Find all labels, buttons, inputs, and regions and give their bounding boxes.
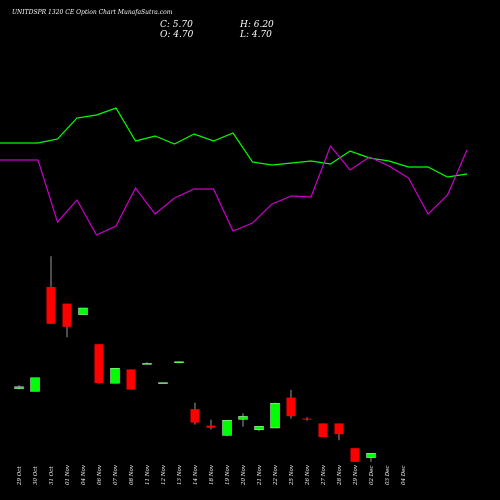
candle-body xyxy=(206,425,216,428)
magenta-line xyxy=(0,144,468,236)
candle-body xyxy=(158,382,168,384)
x-tick-label: 18 Nov xyxy=(209,464,215,485)
candle-body xyxy=(286,397,296,417)
x-tick-label: 31 Oct xyxy=(49,466,55,485)
x-tick-label: 26 Nov xyxy=(305,464,311,486)
candle-body xyxy=(302,418,312,420)
candle-body xyxy=(14,386,24,389)
x-tick-label: 13 Nov xyxy=(177,464,183,485)
low-value: L: 4.70 xyxy=(240,30,272,40)
close-value: C: 5.70 xyxy=(160,20,193,30)
candle-body xyxy=(94,344,104,383)
x-tick-label: 28 Nov xyxy=(337,464,343,486)
candle-body xyxy=(270,403,280,429)
x-tick-label: 22 Nov xyxy=(273,464,279,486)
x-tick-label: 20 Nov xyxy=(241,464,247,486)
high-value: H: 6.20 xyxy=(240,20,274,30)
x-tick-label: 29 Oct xyxy=(17,466,23,486)
x-tick-label: 04 Nov xyxy=(81,464,87,485)
candle-body xyxy=(62,303,72,327)
x-tick-label: 11 Nov xyxy=(145,464,151,485)
candle-body xyxy=(238,416,248,420)
candle-body xyxy=(110,368,120,384)
x-tick-label: 19 Nov xyxy=(225,464,231,485)
x-tick-label: 06 Nov xyxy=(97,464,103,485)
x-tick-label: 14 Nov xyxy=(193,464,199,485)
x-tick-label: 07 Nov xyxy=(113,464,119,485)
x-tick-label: 29 Nov xyxy=(353,464,359,486)
x-tick-label: 04 Dec xyxy=(401,466,407,486)
candle-body xyxy=(78,307,88,315)
candle-body xyxy=(318,423,328,437)
candle-body xyxy=(222,420,232,436)
candle-body xyxy=(366,453,376,458)
x-tick-label: 25 Nov xyxy=(289,464,295,486)
x-tick-label: 12 Nov xyxy=(161,464,167,485)
candle-body xyxy=(350,448,360,462)
candle-body xyxy=(174,361,184,363)
candle-body xyxy=(142,363,152,365)
x-tick-label: 08 Nov xyxy=(129,464,135,485)
x-tick-label: 01 Nov xyxy=(65,464,71,485)
candle-body xyxy=(190,409,200,423)
x-tick-label: 03 Dec xyxy=(385,466,391,486)
open-value: O: 4.70 xyxy=(160,30,194,40)
candle-body xyxy=(46,287,56,324)
x-tick-label: 27 Nov xyxy=(321,464,327,486)
green-line xyxy=(0,107,468,178)
x-tick-label: 21 Nov xyxy=(257,464,263,486)
x-tick-label: 02 Dec xyxy=(369,466,375,486)
chart-title: UNITDSPR 1320 CE Option Chart MunafaSutr… xyxy=(12,9,173,16)
candle-body xyxy=(30,377,40,392)
candle-body xyxy=(126,369,136,390)
candle-body xyxy=(254,426,264,431)
x-tick-label: 30 Oct xyxy=(33,466,39,485)
candle-body xyxy=(334,423,344,435)
